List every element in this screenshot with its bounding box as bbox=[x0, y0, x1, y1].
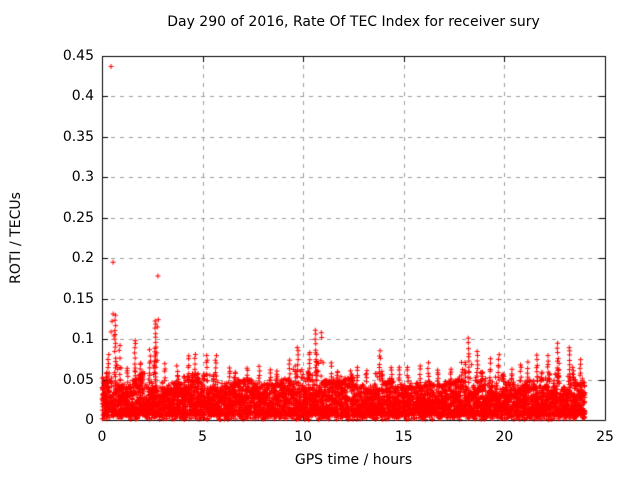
chart-title: Day 290 of 2016, Rate Of TEC Index for r… bbox=[167, 14, 540, 30]
y-tick-label: 0.15 bbox=[62, 290, 94, 307]
x-tick-label: 5 bbox=[198, 429, 208, 445]
y-tick-label: 0.35 bbox=[62, 128, 94, 145]
y-tick-label: 0.45 bbox=[62, 48, 94, 64]
y-tick-label: 0.1 bbox=[71, 331, 94, 348]
y-tick-label: 0.3 bbox=[71, 169, 94, 186]
x-tick-label: 15 bbox=[394, 429, 413, 445]
y-tick-label: 0.4 bbox=[71, 88, 94, 105]
x-tick-label: 0 bbox=[97, 429, 107, 445]
y-tick-label: 0.25 bbox=[62, 209, 94, 226]
y-axis-label: ROTI / TECUs bbox=[8, 192, 24, 284]
x-axis-label: GPS time / hours bbox=[294, 452, 413, 468]
x-tick-label: 20 bbox=[495, 429, 514, 445]
y-tick-label: 0 bbox=[85, 412, 94, 428]
y-tick-label: 0.2 bbox=[71, 250, 94, 267]
y-tick-label: 0.05 bbox=[62, 371, 94, 388]
x-tick-label: 25 bbox=[596, 429, 614, 445]
x-tick-label: 10 bbox=[294, 429, 313, 445]
